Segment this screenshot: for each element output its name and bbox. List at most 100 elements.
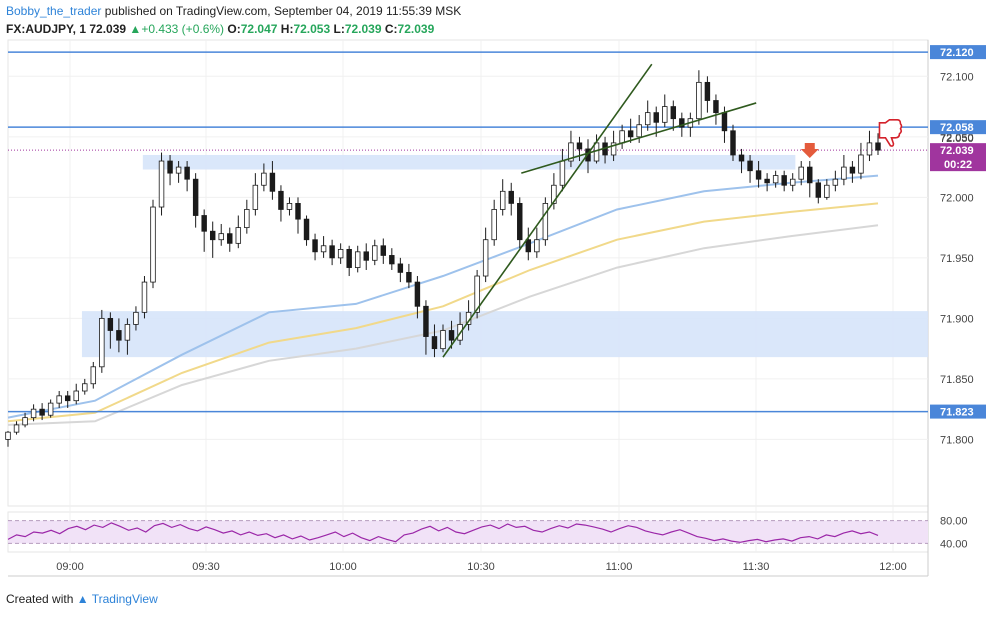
candle[interactable]: [517, 203, 523, 241]
candle[interactable]: [30, 408, 37, 419]
candle[interactable]: [559, 160, 566, 186]
candle[interactable]: [849, 166, 856, 174]
candle[interactable]: [431, 336, 438, 350]
candle[interactable]: [227, 233, 233, 244]
candle[interactable]: [474, 275, 480, 313]
price-pane[interactable]: [7, 39, 929, 507]
candle[interactable]: [721, 112, 728, 132]
author-link[interactable]: Bobby_the_trader: [6, 4, 102, 18]
candle[interactable]: [389, 255, 395, 265]
candle[interactable]: [440, 330, 446, 350]
candle[interactable]: [261, 172, 267, 186]
candle[interactable]: [286, 203, 293, 210]
candle[interactable]: [124, 324, 131, 341]
candle[interactable]: [175, 166, 182, 174]
candle[interactable]: [252, 184, 259, 210]
candle[interactable]: [192, 178, 199, 216]
candle[interactable]: [158, 160, 165, 208]
support-zone[interactable]: [142, 154, 796, 170]
candle[interactable]: [107, 317, 114, 331]
candle[interactable]: [150, 206, 156, 283]
candle[interactable]: [303, 218, 310, 241]
candle[interactable]: [22, 417, 28, 426]
candle[interactable]: [167, 160, 173, 174]
candle[interactable]: [337, 248, 344, 259]
candle[interactable]: [414, 281, 421, 307]
candle[interactable]: [244, 209, 250, 229]
candle[interactable]: [354, 251, 361, 268]
candle[interactable]: [5, 431, 11, 440]
candle[interactable]: [278, 190, 284, 210]
candle[interactable]: [747, 160, 753, 172]
trendline[interactable]: [521, 102, 757, 174]
candle[interactable]: [824, 184, 830, 198]
candle[interactable]: [627, 130, 634, 138]
candle[interactable]: [448, 330, 455, 341]
candle[interactable]: [508, 190, 514, 204]
candle[interactable]: [380, 245, 387, 256]
candle[interactable]: [755, 170, 762, 180]
candle[interactable]: [406, 271, 412, 283]
symbol-label[interactable]: FX:AUDJPY, 1: [6, 22, 87, 36]
candle[interactable]: [372, 245, 378, 261]
candle[interactable]: [346, 248, 352, 268]
candle[interactable]: [133, 311, 139, 325]
candle[interactable]: [670, 106, 677, 120]
candle[interactable]: [542, 203, 549, 241]
candle[interactable]: [397, 263, 404, 273]
candle[interactable]: [662, 106, 668, 123]
candle[interactable]: [269, 172, 276, 192]
candle[interactable]: [764, 178, 770, 184]
candle[interactable]: [90, 366, 97, 385]
candle[interactable]: [423, 305, 429, 337]
candle[interactable]: [499, 190, 506, 210]
candle[interactable]: [738, 154, 745, 162]
candle[interactable]: [815, 182, 822, 198]
candle[interactable]: [866, 142, 873, 156]
candle[interactable]: [875, 142, 881, 151]
candle[interactable]: [534, 239, 540, 253]
candle[interactable]: [209, 230, 216, 241]
candle[interactable]: [482, 239, 489, 277]
candle[interactable]: [841, 166, 847, 180]
candle[interactable]: [141, 281, 148, 313]
candle[interactable]: [491, 209, 497, 241]
candle[interactable]: [116, 330, 122, 341]
trendline[interactable]: [442, 63, 653, 358]
candle[interactable]: [704, 81, 711, 101]
candle[interactable]: [218, 233, 224, 241]
candle[interactable]: [64, 395, 71, 402]
support-zone[interactable]: [81, 311, 928, 358]
candle[interactable]: [235, 227, 242, 244]
candle[interactable]: [184, 166, 190, 180]
candle[interactable]: [39, 408, 45, 416]
candle[interactable]: [713, 100, 719, 114]
candle[interactable]: [610, 142, 617, 156]
candle[interactable]: [568, 142, 574, 162]
candle[interactable]: [832, 178, 839, 186]
candle[interactable]: [798, 166, 804, 180]
candle[interactable]: [525, 239, 532, 253]
candle[interactable]: [781, 175, 787, 186]
candle[interactable]: [772, 175, 779, 184]
candle[interactable]: [730, 130, 736, 156]
candle[interactable]: [789, 178, 796, 186]
candle[interactable]: [99, 317, 105, 368]
candle[interactable]: [551, 184, 557, 204]
candle[interactable]: [73, 390, 79, 402]
candle[interactable]: [644, 112, 651, 126]
candle[interactable]: [201, 215, 207, 232]
candle[interactable]: [696, 81, 702, 120]
candle[interactable]: [858, 154, 864, 174]
candle[interactable]: [329, 245, 335, 259]
candle[interactable]: [619, 130, 625, 144]
candle[interactable]: [47, 402, 54, 416]
candle[interactable]: [807, 166, 813, 184]
candle[interactable]: [13, 424, 20, 433]
candle[interactable]: [653, 112, 659, 123]
candle[interactable]: [320, 245, 327, 253]
candle[interactable]: [576, 142, 583, 150]
candle[interactable]: [679, 118, 685, 128]
candle[interactable]: [636, 124, 642, 138]
